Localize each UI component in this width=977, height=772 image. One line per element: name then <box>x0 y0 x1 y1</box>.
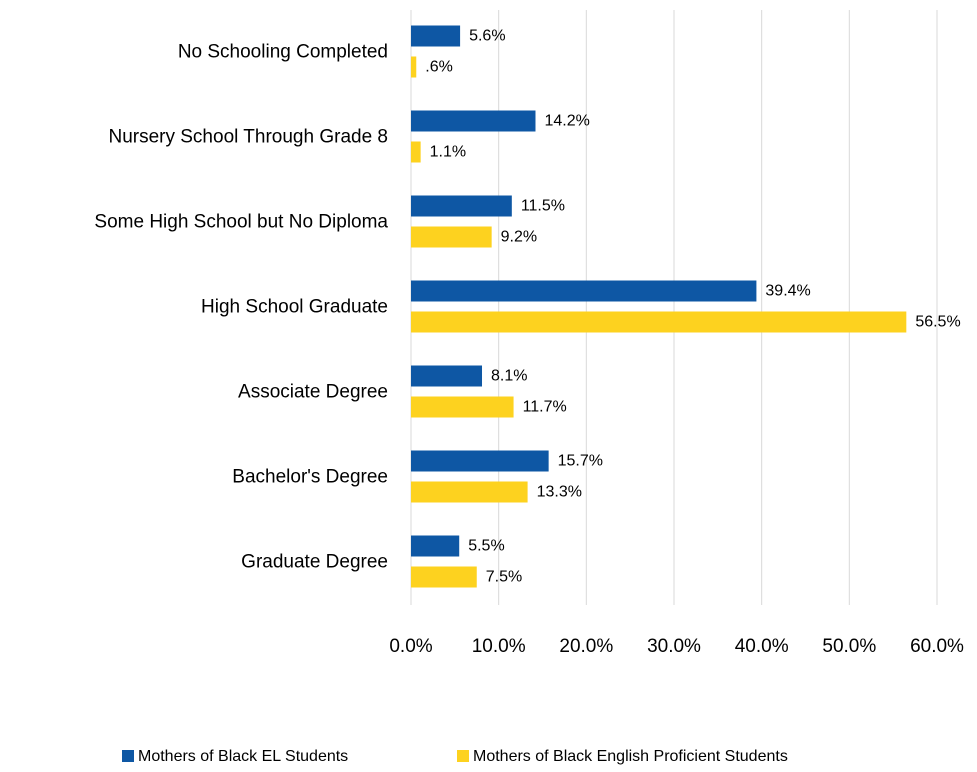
category-label: Bachelor's Degree <box>232 467 388 488</box>
data-label: 11.7% <box>523 399 567 416</box>
bar <box>411 535 460 557</box>
legend-swatch <box>122 750 134 762</box>
bar <box>411 396 514 418</box>
bar <box>411 226 492 248</box>
category-label: Associate Degree <box>238 382 388 403</box>
legend-label: Mothers of Black EL Students <box>138 748 348 765</box>
data-label: 9.2% <box>501 229 537 246</box>
bar <box>411 311 907 333</box>
data-label: 5.6% <box>469 28 505 45</box>
bar <box>411 195 512 217</box>
x-tick-label: 20.0% <box>559 636 613 657</box>
bar <box>411 450 549 472</box>
bar <box>411 481 528 503</box>
legend-swatch <box>457 750 469 762</box>
data-label: 5.5% <box>468 538 504 555</box>
bar <box>411 365 483 387</box>
x-tick-label: 10.0% <box>472 636 526 657</box>
x-tick-label: 0.0% <box>389 636 432 657</box>
x-tick-label: 50.0% <box>822 636 876 657</box>
bar <box>411 280 757 302</box>
x-tick-label: 40.0% <box>735 636 789 657</box>
bar <box>411 110 536 132</box>
bar <box>411 56 417 78</box>
data-label: 1.1% <box>430 144 466 161</box>
category-label: Graduate Degree <box>241 552 388 573</box>
data-label: 56.5% <box>915 314 960 331</box>
category-label: No Schooling Completed <box>178 42 388 63</box>
data-label: 8.1% <box>491 368 527 385</box>
category-label: Nursery School Through Grade 8 <box>108 127 388 148</box>
bar <box>411 566 477 588</box>
x-tick-label: 60.0% <box>910 636 964 657</box>
data-label: 7.5% <box>486 569 522 586</box>
data-label: 15.7% <box>558 453 603 470</box>
data-label: 13.3% <box>537 484 582 501</box>
category-label: Some High School but No Diploma <box>94 212 388 233</box>
data-label: 11.5% <box>521 198 565 215</box>
data-label: 14.2% <box>544 113 589 130</box>
data-label: .6% <box>425 59 453 76</box>
legend-label: Mothers of Black English Proficient Stud… <box>473 748 788 765</box>
x-tick-label: 30.0% <box>647 636 701 657</box>
data-label: 39.4% <box>765 283 810 300</box>
bar <box>411 25 461 47</box>
bar <box>411 141 421 163</box>
category-label: High School Graduate <box>201 297 388 318</box>
